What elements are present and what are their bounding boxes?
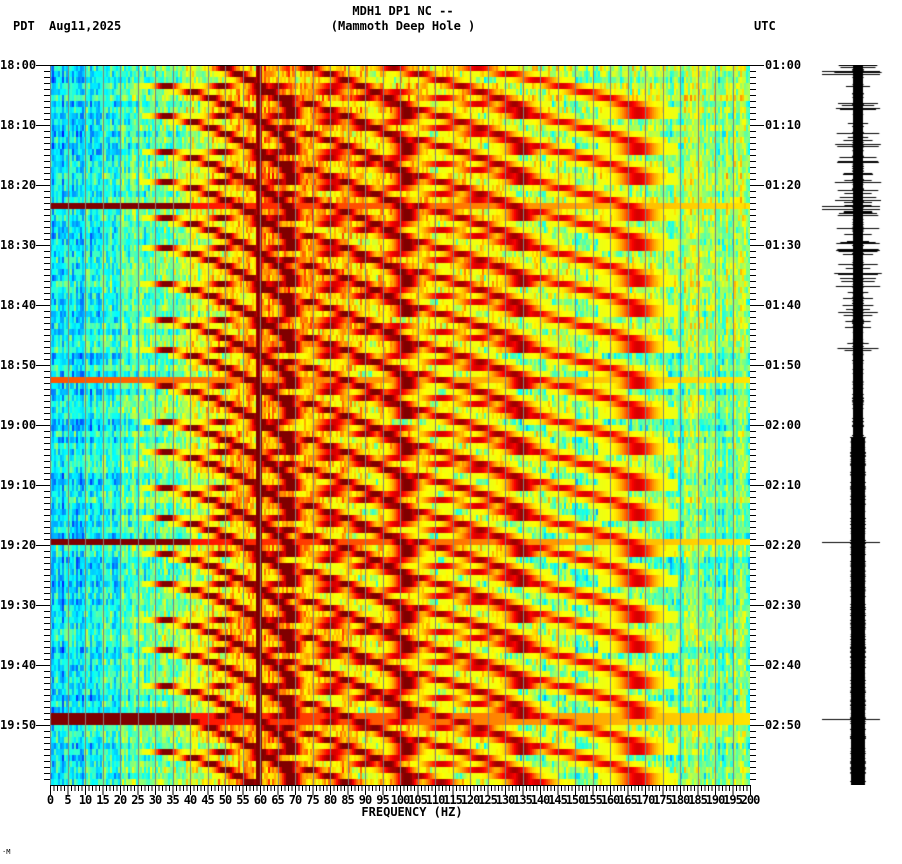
x-tick-label: 110	[425, 793, 446, 807]
x-tick-label: 50	[218, 793, 232, 807]
x-tick-label: 115	[443, 793, 463, 807]
station-title: MDH1 DP1 NC --	[352, 4, 454, 18]
x-tick-label: 75	[306, 793, 319, 807]
x-tick-label: 5	[64, 793, 71, 807]
x-tick-label: 120	[460, 793, 481, 807]
x-tick-label: 100	[390, 793, 411, 807]
y-tick-label-pdt: 18:20	[0, 178, 37, 192]
y-tick-label-utc: 01:10	[765, 118, 802, 132]
x-tick-label: 45	[201, 793, 214, 807]
y-tick-label-pdt: 18:30	[0, 238, 37, 252]
left-timezone-label: PDT	[13, 19, 35, 33]
y-tick-label-utc: 01:40	[765, 298, 802, 312]
x-tick-label: 195	[723, 793, 743, 807]
x-tick-label: 145	[548, 793, 568, 807]
x-tick-label: 180	[670, 793, 691, 807]
x-tick-label: 40	[183, 793, 197, 807]
x-tick-label: 165	[618, 793, 638, 807]
x-tick-label: 20	[113, 793, 127, 807]
x-tick-label: 155	[583, 793, 603, 807]
y-tick-label-utc: 02:40	[765, 658, 802, 672]
x-axis-title: FREQUENCY (HZ)	[361, 805, 463, 819]
y-tick-label-utc: 02:20	[765, 538, 802, 552]
x-tick-label: 170	[635, 793, 656, 807]
x-tick-label: 85	[341, 793, 354, 807]
date-label: Aug11,2025	[49, 19, 122, 33]
x-tick-label: 190	[705, 793, 726, 807]
x-tick-label: 95	[376, 793, 389, 807]
x-tick-label: 130	[495, 793, 516, 807]
y-tick-label-pdt: 19:10	[0, 478, 37, 492]
y-tick-label-utc: 02:00	[765, 418, 802, 432]
x-tick-label: 70	[288, 793, 302, 807]
y-tick-label-utc: 02:30	[765, 598, 802, 612]
x-tick-label: 105	[408, 793, 428, 807]
y-tick-label-pdt: 18:50	[0, 358, 37, 372]
y-tick-label-utc: 02:10	[765, 478, 802, 492]
y-tick-label-utc: 01:50	[765, 358, 802, 372]
y-tick-label-pdt: 19:00	[0, 418, 37, 432]
x-tick-label: 185	[688, 793, 708, 807]
y-tick-label-pdt: 19:20	[0, 538, 37, 552]
x-tick-label: 140	[530, 793, 551, 807]
x-tick-label: 55	[236, 793, 249, 807]
x-tick-label: 90	[358, 793, 372, 807]
x-tick-label: 200	[740, 793, 761, 807]
y-tick-label-pdt: 19:40	[0, 658, 37, 672]
x-tick-label: 65	[271, 793, 284, 807]
x-tick-label: 150	[565, 793, 586, 807]
x-tick-label: 80	[323, 793, 337, 807]
right-timezone-label: UTC	[754, 19, 776, 33]
y-tick-label-utc: 01:30	[765, 238, 802, 252]
x-tick-label: 125	[478, 793, 498, 807]
location-title: (Mammoth Deep Hole )	[330, 19, 476, 33]
y-tick-label-utc: 01:20	[765, 178, 802, 192]
seismogram-trace	[820, 65, 900, 785]
x-tick-label: 160	[600, 793, 621, 807]
y-tick-label-pdt: 18:10	[0, 118, 37, 132]
x-tick-label: 30	[148, 793, 162, 807]
y-tick-label-pdt: 19:50	[0, 718, 37, 732]
x-tick-label: 135	[513, 793, 533, 807]
x-tick-label: 35	[166, 793, 179, 807]
y-tick-label-utc: 02:50	[765, 718, 802, 732]
spectrogram-plot	[50, 65, 750, 785]
y-tick-label-utc: 01:00	[765, 58, 802, 72]
x-tick-label: 25	[131, 793, 144, 807]
x-tick-label: 10	[78, 793, 92, 807]
y-tick-label-pdt: 19:30	[0, 598, 37, 612]
x-tick-label: 15	[96, 793, 109, 807]
x-tick-label: 0	[46, 793, 54, 807]
x-tick-label: 175	[653, 793, 673, 807]
y-tick-label-pdt: 18:00	[0, 58, 37, 72]
corner-mark: ·M	[2, 848, 11, 856]
x-tick-label: 60	[253, 793, 267, 807]
y-tick-label-pdt: 18:40	[0, 298, 37, 312]
